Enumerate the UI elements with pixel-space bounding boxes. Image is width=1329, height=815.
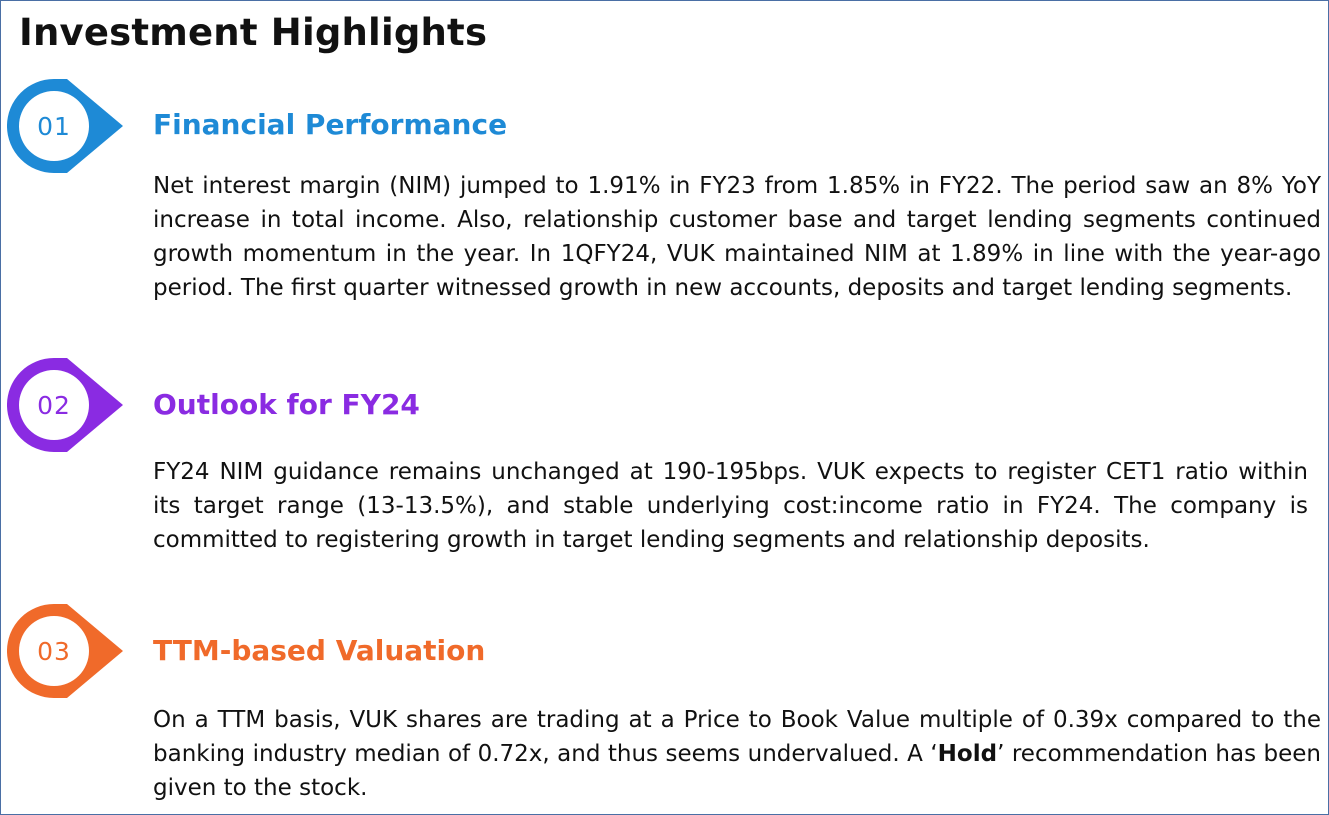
section-number: 01 [37,111,71,141]
section-heading-outlook: Outlook for FY24 [153,388,420,421]
section-number: 03 [37,636,71,666]
body-text-before: On a TTM basis, VUK shares are trading a… [153,707,1321,767]
section-number-badge-01: 01 [7,79,123,173]
badge-drop-shape [7,79,123,173]
section-body-ttm-valuation: On a TTM basis, VUK shares are trading a… [153,703,1321,805]
badge-drop-shape [7,604,123,698]
body-text-after: ’ recommendation has been given to the s… [153,741,1321,801]
section-heading-financial-performance: Financial Performance [153,108,508,141]
recommendation-hold: Hold [937,741,998,767]
section-number-badge-02: 02 [7,358,123,452]
section-body-outlook: FY24 NIM guidance remains unchanged at 1… [153,459,1308,553]
section-body-financial-performance: Net interest margin (NIM) jumped to 1.91… [153,173,1321,301]
page-title: Investment Highlights [19,11,488,54]
badge-drop-shape [7,358,123,452]
section-heading-ttm-valuation: TTM-based Valuation [153,634,486,667]
section-number: 02 [37,390,71,420]
section-number-badge-03: 03 [7,604,123,698]
